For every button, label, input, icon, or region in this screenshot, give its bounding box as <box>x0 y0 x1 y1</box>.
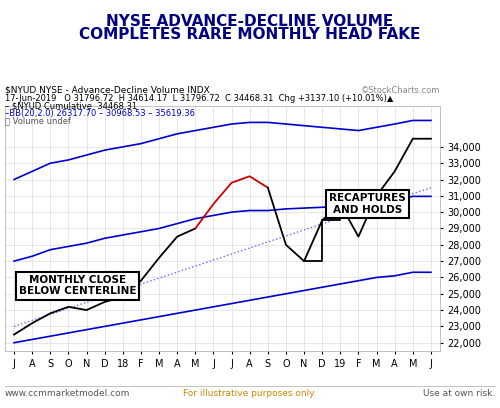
Text: 17-Jun-2019   O 31796.72  H 34614.17  L 31796.72  C 34468.31  Chg +3137.10 (+10.: 17-Jun-2019 O 31796.72 H 34614.17 L 3179… <box>5 94 394 103</box>
Text: RECAPTURES
AND HOLDS: RECAPTURES AND HOLDS <box>329 193 406 215</box>
Text: 📊 Volume undef: 📊 Volume undef <box>5 116 71 125</box>
Text: $NYUD NYSE - Advance-Decline Volume INDX: $NYUD NYSE - Advance-Decline Volume INDX <box>5 86 210 95</box>
Text: For illustrative purposes only.: For illustrative purposes only. <box>184 389 316 398</box>
Text: ©StockCharts.com: ©StockCharts.com <box>360 86 440 95</box>
Text: –BB(20,2.0) 26317.70 – 30968.53 – 35619.36: –BB(20,2.0) 26317.70 – 30968.53 – 35619.… <box>5 109 195 118</box>
Text: Use at own risk.: Use at own risk. <box>423 389 495 398</box>
Text: – $NYUD Cumulative  34468.31: – $NYUD Cumulative 34468.31 <box>5 102 137 111</box>
Text: MONTHLY CLOSE
BELOW CENTERLINE: MONTHLY CLOSE BELOW CENTERLINE <box>19 275 136 296</box>
Text: COMPLETES RARE MONTHLY HEAD FAKE: COMPLETES RARE MONTHLY HEAD FAKE <box>80 27 420 42</box>
Text: www.ccmmarketmodel.com: www.ccmmarketmodel.com <box>5 389 130 398</box>
Text: NYSE ADVANCE-DECLINE VOLUME: NYSE ADVANCE-DECLINE VOLUME <box>106 14 394 29</box>
